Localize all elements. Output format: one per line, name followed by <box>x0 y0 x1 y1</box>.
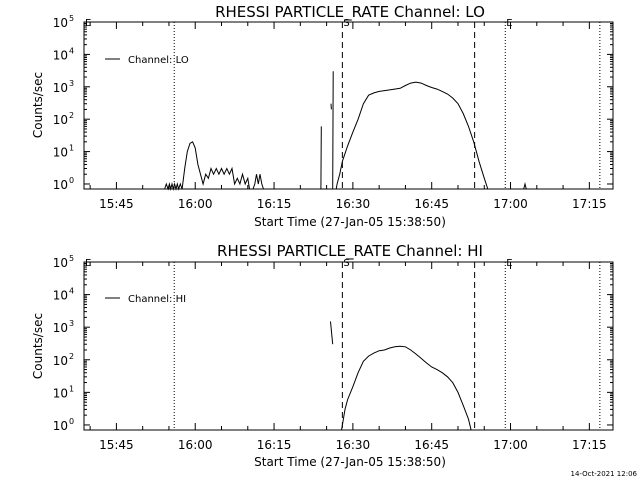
y-tick-exponent: 5 <box>69 254 74 263</box>
panel-hi: RHESSI PARTICLE_RATE Channel: HI 10 010 11… <box>31 242 614 469</box>
x-axis-label-lo: Start Time (27-Jan-05 15:38:50) <box>254 215 446 229</box>
legend-hi: Channel: HI <box>105 294 186 305</box>
x-tick-label: 16:45 <box>414 438 449 452</box>
x-tick-label: 17:15 <box>572 197 607 211</box>
series-line-lo <box>164 182 183 191</box>
event-flag-label: E <box>85 18 91 29</box>
y-tick-exponent: 4 <box>69 46 74 55</box>
series-line-lo <box>252 174 264 190</box>
y-tick-exponent: 2 <box>69 111 74 120</box>
event-flag-label: S <box>343 18 349 29</box>
legend-label-lo: Channel: LO <box>128 55 189 66</box>
x-tick-label: 15:45 <box>99 438 134 452</box>
y-tick-label: 10 <box>53 419 68 433</box>
y-tick-exponent: 0 <box>69 176 74 185</box>
y-tick-exponent: 2 <box>69 352 74 361</box>
plot-frame-hi <box>83 261 614 431</box>
event-flag-label: S <box>343 258 349 269</box>
chart-title-lo: RHESSI PARTICLE_RATE Channel: LO <box>215 3 485 22</box>
y-tick-exponent: 1 <box>69 144 74 153</box>
y-tick-label: 10 <box>53 289 68 303</box>
plot-timestamp: 14-Oct-2021 12:06 <box>571 470 638 478</box>
y-tick-exponent: 0 <box>69 417 74 426</box>
y-tick-label: 10 <box>53 146 68 160</box>
series-line-hi <box>330 321 334 345</box>
event-flag-label: E <box>85 258 91 269</box>
y-tick-label: 10 <box>53 386 68 400</box>
y-tick-label: 10 <box>53 178 68 192</box>
panel-lo: RHESSI PARTICLE_RATE Channel: LO 10 010 11… <box>31 3 614 229</box>
x-tick-label: 15:45 <box>99 197 134 211</box>
x-axis-hi: 15:45 16:00 16:15 16:30 16:45 17:00 17:15 <box>89 262 607 452</box>
event-lines-lo <box>173 22 601 189</box>
y-tick-label: 10 <box>53 354 68 368</box>
y-tick-label: 10 <box>53 48 68 62</box>
series-line-hi <box>341 345 472 431</box>
y-tick-label: 10 <box>53 113 68 127</box>
x-tick-label: 16:30 <box>336 438 371 452</box>
y-axis-label-lo: Counts/sec <box>31 72 45 138</box>
series-line-lo <box>332 71 334 190</box>
x-tick-label: 16:30 <box>336 197 371 211</box>
x-tick-label: 17:15 <box>572 438 607 452</box>
x-tick-label: 16:15 <box>257 438 292 452</box>
y-tick-exponent: 3 <box>69 79 74 88</box>
x-tick-label: 16:00 <box>178 438 213 452</box>
y-tick-exponent: 3 <box>69 319 74 328</box>
y-axis-label-hi: Counts/sec <box>31 313 45 379</box>
chart-title-hi: RHESSI PARTICLE_RATE Channel: HI <box>217 242 483 261</box>
legend-lo: Channel: LO <box>105 55 189 66</box>
y-tick-exponent: 1 <box>69 384 74 393</box>
series-line-lo <box>523 182 527 190</box>
y-tick-exponent: 5 <box>69 14 74 23</box>
x-axis-lo: 15:45 16:00 16:15 16:30 16:45 17:00 17:15 <box>89 22 607 211</box>
x-axis-label-hi: Start Time (27-Jan-05 15:38:50) <box>254 455 446 469</box>
x-tick-label: 16:00 <box>178 197 213 211</box>
legend-label-hi: Channel: HI <box>128 294 186 305</box>
y-tick-label: 10 <box>53 321 68 335</box>
plot-frame-lo <box>83 21 614 190</box>
series-hi <box>330 321 472 431</box>
x-tick-label: 17:00 <box>493 197 528 211</box>
series-line-lo <box>335 81 489 190</box>
y-tick-exponent: 4 <box>69 287 74 296</box>
event-flag-label: E <box>506 18 512 29</box>
x-tick-label: 16:15 <box>257 197 292 211</box>
series-line-lo <box>181 141 250 190</box>
x-tick-label: 17:00 <box>493 438 528 452</box>
series-lo <box>164 71 527 191</box>
event-lines-hi <box>173 262 601 430</box>
x-tick-label: 16:45 <box>414 197 449 211</box>
event-flag-label: E <box>506 258 512 269</box>
y-tick-label: 10 <box>53 256 68 270</box>
y-tick-label: 10 <box>53 81 68 95</box>
y-tick-label: 10 <box>53 16 68 30</box>
